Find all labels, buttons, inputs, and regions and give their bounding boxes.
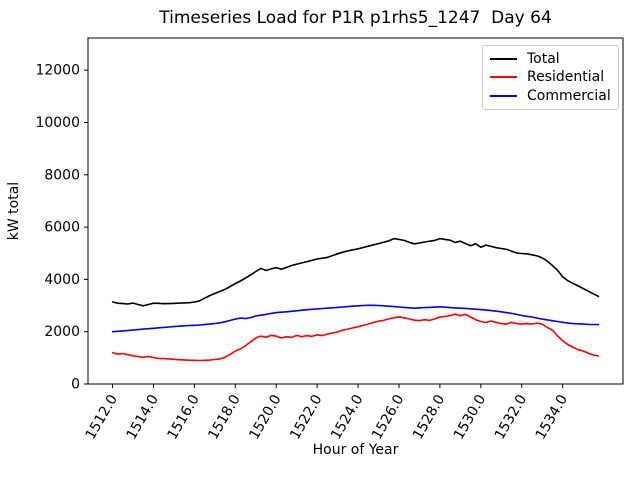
x-tick-label: 1512.0 (83, 392, 121, 442)
series-line-residential (111, 313, 600, 362)
y-tick-label: 6000 (44, 220, 80, 236)
legend-item-residential: Residential (490, 68, 611, 86)
x-tick-label: 1514.0 (124, 392, 162, 442)
legend-item-commercial: Commercial (490, 87, 611, 105)
legend-item-total: Total (490, 50, 611, 68)
x-tick-label: 1526.0 (369, 392, 407, 442)
y-tick-label: 2000 (44, 324, 80, 340)
legend-line-swatch (490, 58, 517, 61)
y-tick-label: 0 (71, 377, 80, 393)
x-tick-label: 1520.0 (246, 392, 284, 442)
series-line-commercial (111, 304, 600, 333)
legend-label: Total (527, 51, 560, 68)
x-tick-label: 1524.0 (328, 392, 366, 442)
chart-title: Timeseries Load for P1R p1rhs5_1247 Day … (159, 8, 552, 28)
series-line-total (111, 237, 600, 307)
x-tick-label: 1530.0 (451, 392, 489, 442)
x-tick-label: 1534.0 (533, 392, 571, 442)
legend: Total Residential Commercial (482, 45, 619, 110)
x-tick-label: 1516.0 (164, 392, 202, 442)
legend-label: Residential (527, 69, 605, 86)
x-axis-label: Hour of Year (312, 442, 399, 458)
legend-line-swatch (490, 94, 517, 97)
x-tick-label: 1528.0 (410, 392, 448, 442)
legend-label: Commercial (527, 87, 611, 104)
y-tick-label: 8000 (44, 167, 80, 183)
y-axis-label: kW total (6, 181, 22, 241)
x-tick-label: 1532.0 (492, 392, 530, 442)
y-tick-label: 10000 (35, 115, 80, 131)
y-tick-label: 4000 (44, 272, 80, 288)
x-tick-label: 1522.0 (287, 392, 325, 442)
x-tick-label: 1518.0 (205, 392, 243, 442)
legend-line-swatch (490, 76, 517, 79)
axes-frame (87, 37, 624, 385)
y-tick-label: 12000 (35, 63, 80, 79)
